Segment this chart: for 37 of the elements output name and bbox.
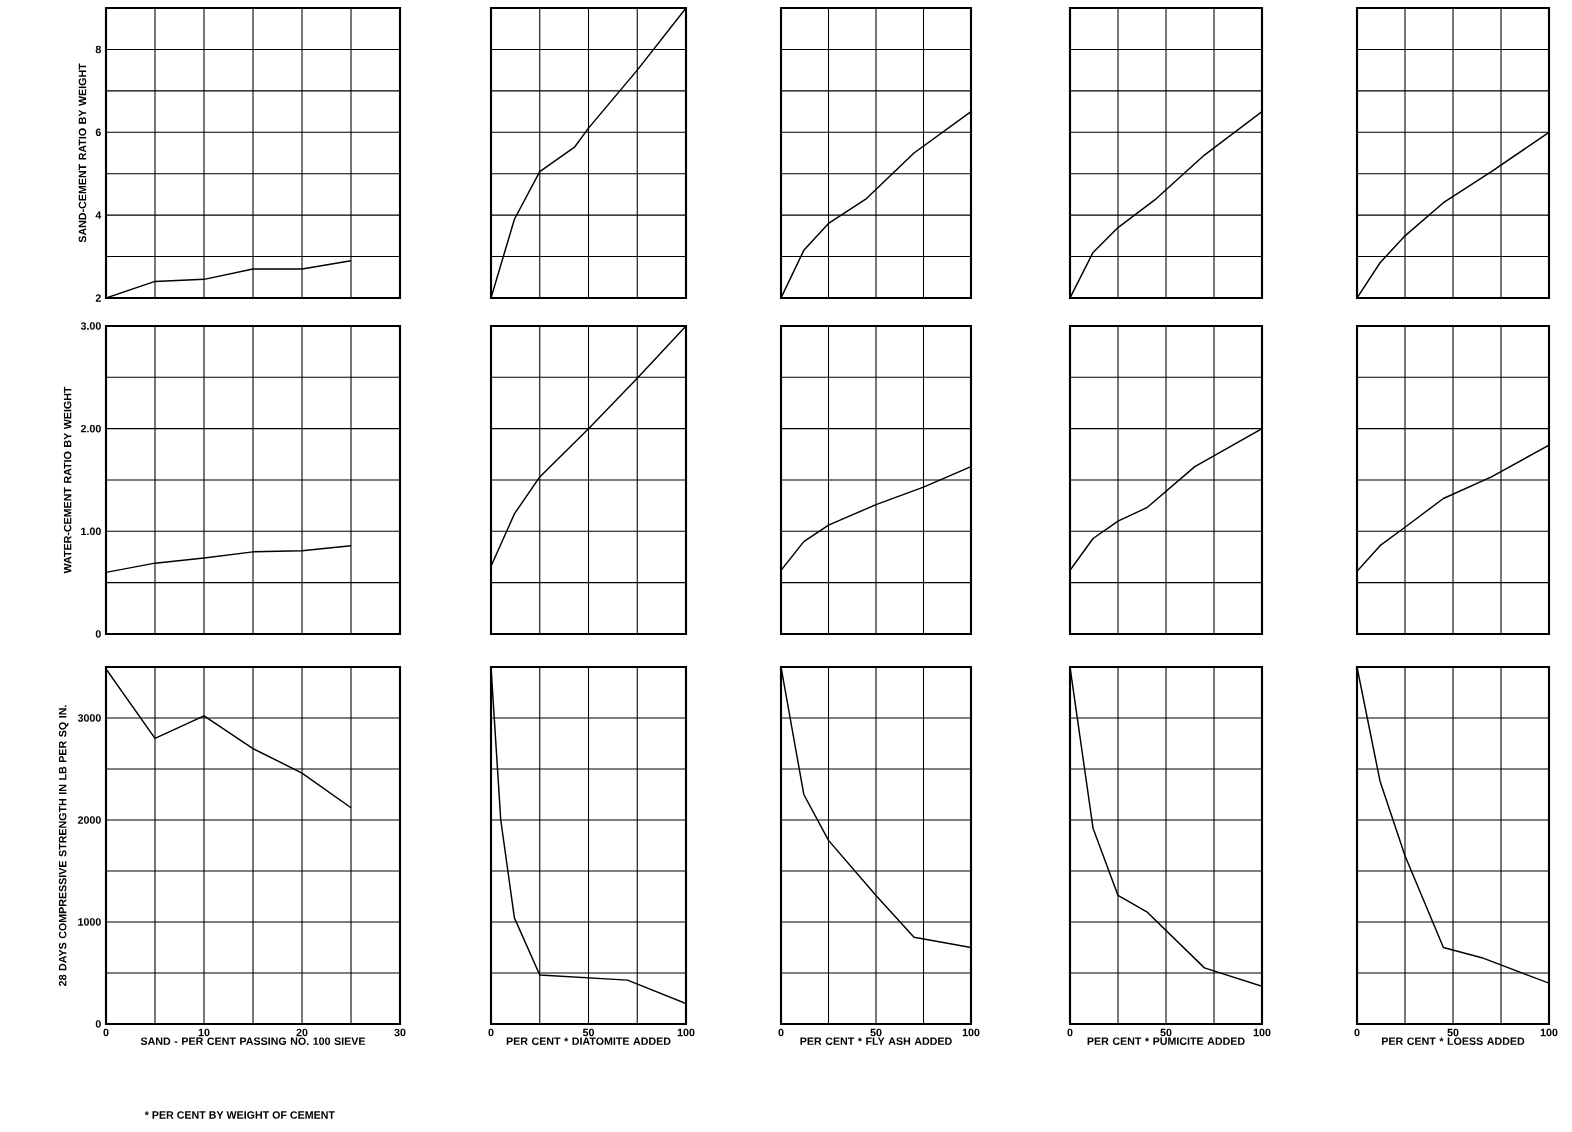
x-axis-title: PER CENT * PUMICITE ADDED — [1087, 1037, 1245, 1045]
x-tick-label: 0 — [103, 1028, 109, 1037]
y-tick-label: 3.00 — [80, 322, 101, 330]
y-tick-label: 4 — [95, 211, 102, 219]
x-tick-label: 100 — [1253, 1028, 1271, 1037]
x-axis-title: SAND - PER CENT PASSING NO. 100 SIEVE — [140, 1037, 366, 1045]
y-tick-label: 2.00 — [80, 424, 101, 433]
y-tick-label: 6 — [95, 128, 101, 137]
y-axis-title: 28 DAYS COMPRESSIVE STRENGTH IN LB PER SQ IN. — [58, 705, 69, 986]
y-tick-label: 2 — [95, 294, 101, 302]
x-tick-label: 50 — [582, 1028, 595, 1037]
y-tick-label: 0 — [95, 1020, 101, 1028]
x-tick-label: 0 — [488, 1028, 494, 1037]
y-tick-label: 2000 — [77, 816, 101, 824]
x-tick-label: 30 — [394, 1028, 406, 1037]
x-tick-label: 100 — [677, 1028, 695, 1037]
text: * PER CENT BY WEIGHT OF CEMENT — [144, 1111, 335, 1119]
y-axis-title: WATER-CEMENT RATIO BY WEIGHT — [63, 386, 72, 574]
x-tick-label: 0 — [1354, 1028, 1360, 1037]
x-axis-title: PER CENT * FLY ASH ADDED — [800, 1037, 952, 1045]
x-axis-title: PER CENT * DIATOMITE ADDED — [506, 1037, 671, 1045]
x-tick-label: 20 — [296, 1028, 308, 1037]
x-tick-label: 0 — [778, 1028, 784, 1037]
y-tick-label: 0 — [95, 630, 101, 638]
x-axis-title: PER CENT * LOESS ADDED — [1382, 1037, 1525, 1045]
y-axis-title: SAND-CEMENT RATIO BY WEIGHT — [78, 63, 87, 243]
x-tick-label: 100 — [1540, 1028, 1558, 1037]
y-tick-label: 3000 — [77, 714, 101, 722]
y-tick-label: 1000 — [78, 918, 101, 926]
y-tick-label: 1.00 — [81, 527, 101, 536]
x-tick-label: 10 — [198, 1028, 210, 1037]
x-tick-label: 100 — [962, 1028, 980, 1037]
x-tick-label: 50 — [870, 1028, 882, 1037]
x-tick-label: 50 — [1160, 1028, 1172, 1037]
x-tick-label: 50 — [1447, 1028, 1459, 1037]
x-tick-label: 0 — [1067, 1028, 1073, 1037]
y-tick-label: 8 — [95, 45, 101, 54]
